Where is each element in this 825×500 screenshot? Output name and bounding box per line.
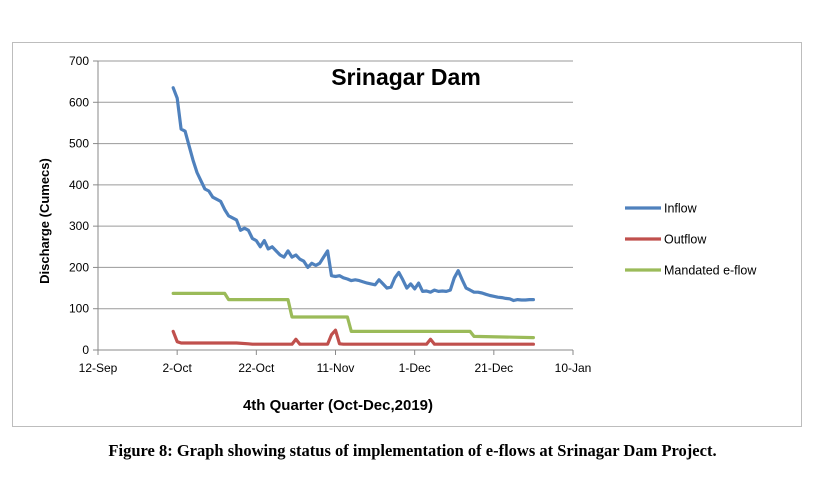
x-tick-label: 12-Sep (79, 361, 118, 375)
x-tick-label: 2-Oct (162, 361, 192, 375)
line-chart: 0 100 200 300 400 500 600 700 12-Sep 2-Oct 22-Oct 1… (37, 54, 757, 414)
legend-label-inflow: Inflow (664, 202, 698, 216)
figure-caption: Figure 8: Graph showing status of implem… (108, 441, 717, 460)
gridlines (98, 60, 573, 310)
chart-title: Srinagar Dam (331, 64, 481, 90)
y-tick-label: 400 (69, 178, 89, 192)
series-line-mandated-e-flow (171, 291, 536, 340)
x-tick-label: 10-Jan (555, 361, 592, 375)
series-line-outflow (171, 328, 536, 346)
x-tick-label: 21-Dec (474, 361, 513, 375)
legend-label-outflow: Outflow (664, 233, 707, 247)
x-tick-label: 22-Oct (238, 361, 275, 375)
y-tick-label: 500 (69, 137, 89, 151)
chart-frame: 0 100 200 300 400 500 600 700 12-Sep 2-Oct 22-Oct 1… (12, 42, 802, 427)
series (171, 86, 536, 346)
y-axis-title: Discharge (Cumecs) (37, 158, 52, 284)
y-tick-label: 300 (69, 219, 89, 233)
legend-label-mandated-e-flow: Mandated e-flow (664, 264, 757, 278)
legend: Inflow Outflow Mandated e-flow (625, 202, 757, 278)
y-tick-label: 700 (69, 54, 89, 68)
x-tick-label: 1-Dec (399, 361, 431, 375)
y-tick-label: 0 (82, 343, 89, 357)
axes: 0 100 200 300 400 500 600 700 12-Sep 2-Oct 22-Oct 1… (69, 54, 591, 375)
y-tick-label: 600 (69, 95, 89, 109)
series-line-inflow (171, 86, 536, 303)
y-tick-label: 200 (69, 260, 89, 274)
x-axis-title: 4th Quarter (Oct-Dec,2019) (243, 397, 433, 414)
x-tick-label: 11-Nov (317, 361, 355, 375)
y-tick-label: 100 (69, 302, 89, 316)
